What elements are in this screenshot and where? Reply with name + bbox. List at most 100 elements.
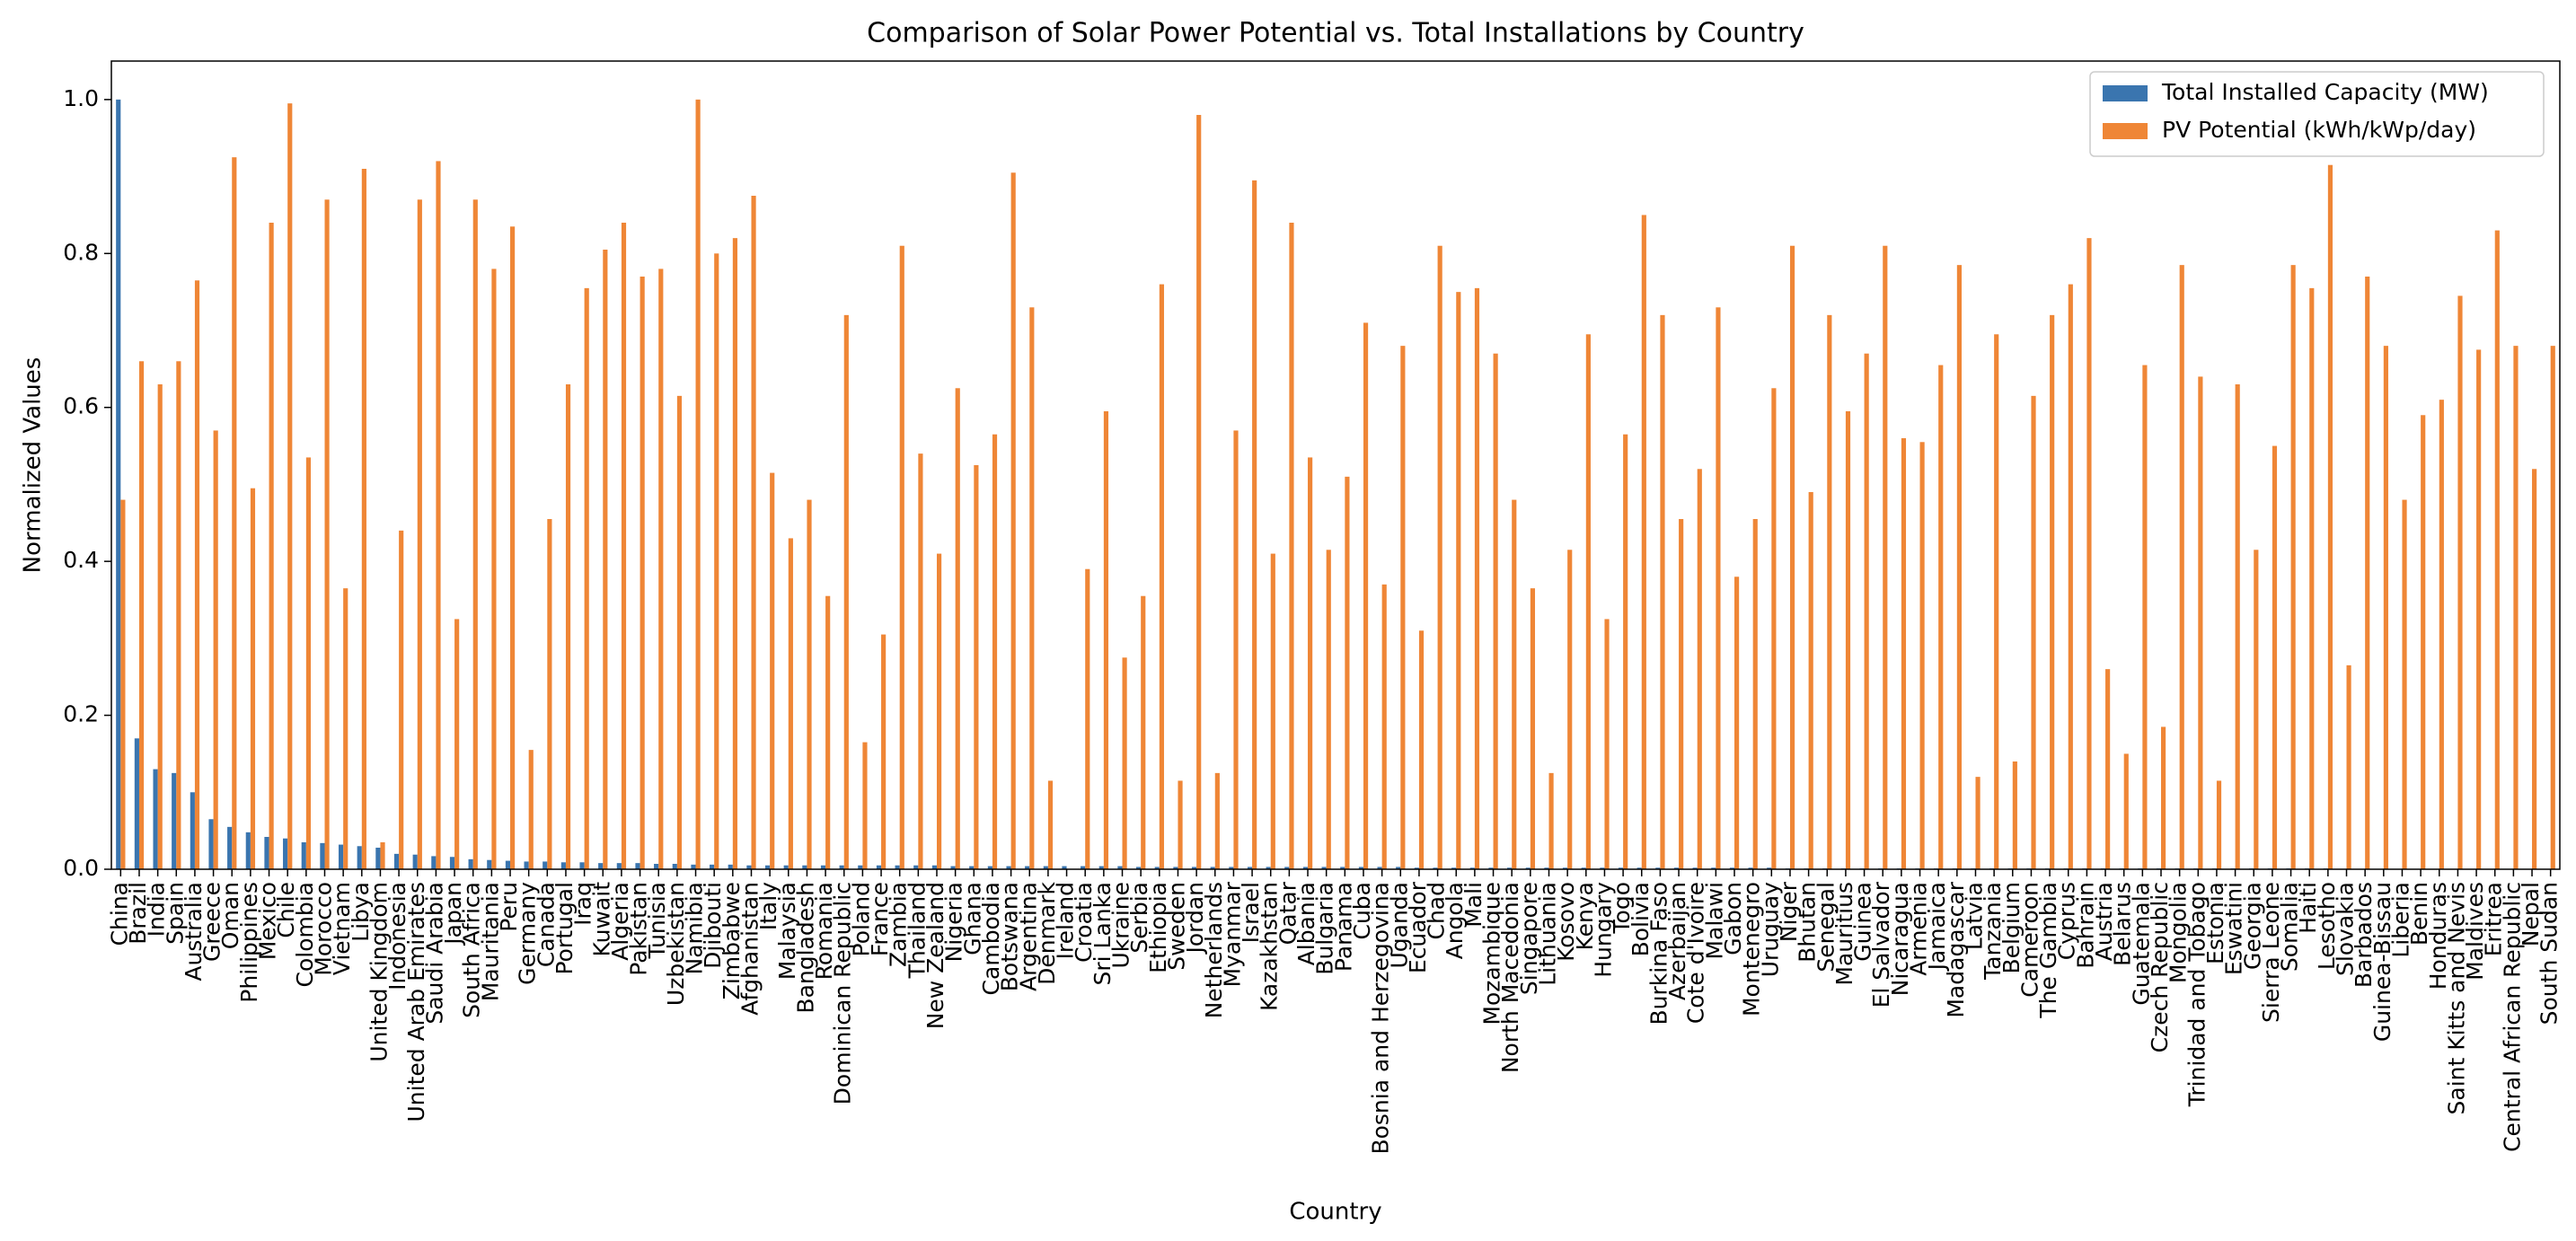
x-tick-label: Burkina Faso: [1645, 882, 1672, 1025]
x-tick-label: Kuwait: [588, 882, 614, 957]
bar: [955, 388, 960, 869]
x-tick-label: India: [144, 882, 170, 937]
bar: [1692, 867, 1698, 869]
x-tick-label: Belgium: [1998, 882, 2025, 974]
x-tick-label: United Kingdom: [366, 882, 392, 1062]
bar: [1381, 584, 1387, 869]
x-tick-label: Ghana: [959, 882, 985, 955]
bar: [375, 848, 381, 869]
bar: [1117, 866, 1123, 869]
bar: [357, 846, 362, 869]
bar: [431, 856, 437, 869]
bar: [232, 157, 237, 870]
bar: [472, 199, 478, 870]
bar: [412, 854, 418, 869]
x-tick-label: Benin: [2406, 882, 2432, 946]
bar: [172, 772, 177, 869]
legend-label: Total Installed Capacity (MW): [2161, 79, 2489, 105]
x-tick-label: Estonia: [2202, 882, 2228, 964]
y-tick-label: 0.6: [63, 393, 99, 419]
bar: [2216, 780, 2222, 869]
bar: [936, 553, 942, 869]
bar: [1493, 353, 1498, 869]
bar: [1191, 867, 1197, 869]
bar: [1474, 287, 1480, 869]
bar: [714, 253, 719, 869]
bar: [1270, 553, 1275, 869]
bar: [746, 865, 752, 869]
bar: [783, 865, 789, 869]
x-tick-label: Philippines: [236, 882, 262, 1003]
chart-title: Comparison of Solar Power Potential vs. …: [867, 18, 1804, 49]
bar: [788, 538, 793, 869]
bar: [1729, 867, 1735, 869]
y-tick-label: 0.8: [63, 239, 99, 265]
bar: [361, 169, 366, 869]
bar: [454, 619, 460, 869]
x-tick-label: Canada: [533, 882, 559, 967]
x-tick-label: Barbados: [2351, 882, 2377, 988]
bar: [1214, 772, 1220, 869]
bar: [2031, 395, 2036, 869]
bar: [1600, 867, 1605, 869]
x-tick-label: South Africa: [459, 882, 485, 1018]
x-tick-label: Georgia: [2239, 882, 2265, 970]
bar: [1345, 476, 1350, 869]
bar: [190, 792, 195, 869]
x-tick-label: Cote d'Ivoire: [1683, 882, 1709, 1024]
bar: [1233, 430, 1239, 869]
x-tick-label: United Arab Emirates: [403, 882, 429, 1122]
bar: [116, 99, 121, 870]
bar: [1716, 307, 1721, 869]
bar: [2532, 469, 2537, 869]
bar: [2272, 445, 2278, 869]
bar: [1919, 442, 1925, 869]
bar: [2086, 238, 2092, 870]
x-tick-label: Mauritania: [477, 882, 503, 1001]
bar: [1326, 550, 1331, 869]
x-tick-label: Eswatini: [2221, 882, 2247, 975]
x-tick-label: Bolivia: [1628, 882, 1654, 956]
x-tick-label: Czech Republic: [2147, 882, 2173, 1052]
x-tick-label: Uruguay: [1757, 882, 1783, 977]
bar: [839, 865, 844, 869]
bar: [1562, 867, 1568, 869]
x-tick-label: Germany: [515, 882, 541, 985]
x-tick-label: Pakistan: [626, 882, 652, 976]
bar: [1567, 550, 1573, 869]
x-tick-label: Colombia: [292, 882, 318, 987]
bar: [895, 865, 900, 869]
bar: [1975, 777, 1981, 869]
bar: [468, 858, 473, 869]
x-tick-label: Zimbabwe: [719, 882, 745, 999]
x-tick-label: Sweden: [1163, 882, 1189, 971]
bar: [1308, 457, 1313, 869]
bar: [153, 769, 158, 869]
x-tick-label: Somalia: [2277, 882, 2303, 972]
bar: [1469, 867, 1475, 869]
bar: [770, 472, 775, 869]
x-tick-label: China: [106, 882, 132, 946]
bar: [524, 861, 529, 869]
bar: [436, 161, 441, 869]
bar: [1767, 867, 1772, 869]
bar: [918, 453, 923, 869]
x-tick-label: Indonesia: [384, 882, 410, 990]
x-tick-label: Jordan: [1182, 882, 1208, 955]
bar: [654, 864, 659, 869]
bar: [1010, 172, 1016, 870]
bar: [1400, 346, 1406, 870]
x-tick-label: Spain: [162, 882, 188, 945]
x-tick-label: The Gambia: [2035, 882, 2061, 1019]
bar: [1827, 314, 1832, 869]
bar: [1808, 492, 1813, 869]
x-tick-label: Malawi: [1701, 882, 1727, 960]
bar: [2439, 400, 2444, 870]
x-tick-label: Israel: [1238, 882, 1264, 943]
x-tick-label: Hungary: [1590, 882, 1616, 978]
y-tick-label: 0.0: [63, 855, 99, 881]
bar: [1734, 576, 1740, 869]
x-tick-label: Bosnia and Herzegovina: [1368, 882, 1394, 1155]
x-tick-label: Greece: [199, 882, 225, 962]
x-tick-label: Kazakhstan: [1257, 882, 1283, 1011]
